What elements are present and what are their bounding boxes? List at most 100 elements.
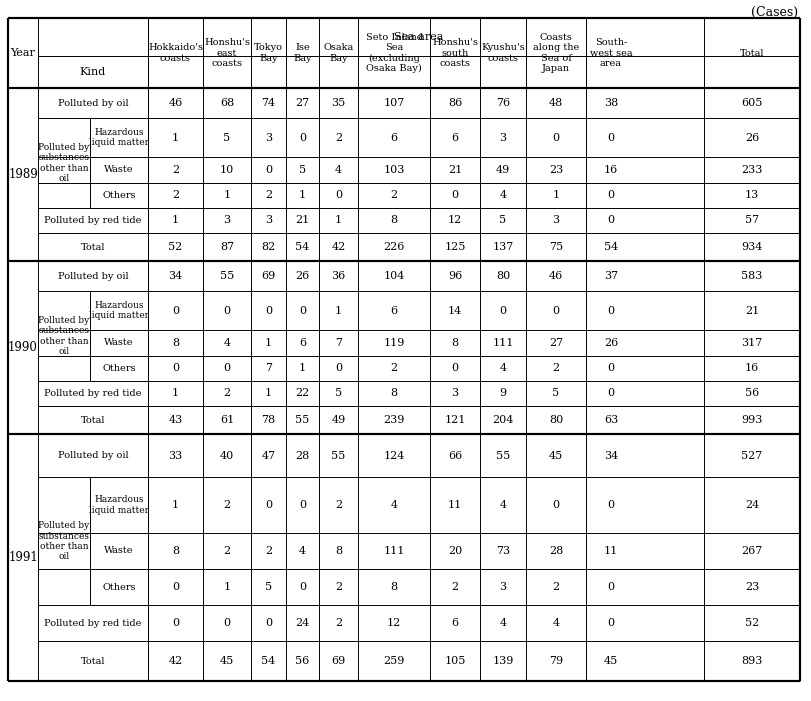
Text: 73: 73	[496, 546, 510, 556]
Text: 1991: 1991	[8, 551, 38, 564]
Text: 4: 4	[224, 338, 230, 348]
Text: 42: 42	[332, 242, 345, 252]
Text: 1: 1	[265, 388, 272, 398]
Text: 0: 0	[299, 582, 306, 592]
Text: Waste: Waste	[105, 339, 134, 348]
Text: 22: 22	[295, 388, 310, 398]
Text: 6: 6	[390, 306, 397, 315]
Text: 1989: 1989	[8, 168, 38, 181]
Text: 104: 104	[384, 271, 405, 281]
Text: 3: 3	[500, 132, 507, 143]
Text: 28: 28	[295, 451, 310, 461]
Text: 20: 20	[448, 546, 462, 556]
Text: 105: 105	[444, 656, 466, 666]
Text: 45: 45	[604, 656, 618, 666]
Text: 21: 21	[295, 215, 310, 226]
Text: Total: Total	[81, 416, 105, 425]
Text: Polluted by
substances
other than
oil: Polluted by substances other than oil	[38, 143, 90, 183]
Text: 0: 0	[552, 500, 560, 510]
Text: 125: 125	[444, 242, 466, 252]
Text: 0: 0	[172, 306, 179, 315]
Text: 204: 204	[492, 415, 513, 425]
Text: 76: 76	[496, 98, 510, 108]
Text: 2: 2	[452, 582, 458, 592]
Text: 3: 3	[224, 215, 230, 226]
Text: 10: 10	[220, 165, 234, 175]
Text: 12: 12	[448, 215, 462, 226]
Text: 34: 34	[604, 451, 618, 461]
Text: 0: 0	[607, 618, 615, 628]
Text: 993: 993	[741, 415, 762, 425]
Text: 2: 2	[224, 546, 230, 556]
Text: 934: 934	[741, 242, 762, 252]
Text: 35: 35	[332, 98, 345, 108]
Text: 24: 24	[744, 500, 759, 510]
Text: Osaka
Bay: Osaka Bay	[324, 43, 354, 62]
Text: 0: 0	[265, 306, 272, 315]
Text: 6: 6	[452, 132, 458, 143]
Text: 52: 52	[744, 618, 759, 628]
Text: 2: 2	[265, 190, 272, 200]
Text: 2: 2	[335, 500, 342, 510]
Text: 55: 55	[332, 451, 345, 461]
Text: 1: 1	[299, 363, 306, 373]
Text: 9: 9	[500, 388, 507, 398]
Text: 52: 52	[169, 242, 182, 252]
Text: 26: 26	[604, 338, 618, 348]
Text: 2: 2	[172, 165, 179, 175]
Text: 1: 1	[299, 190, 306, 200]
Text: 1: 1	[224, 190, 230, 200]
Text: 48: 48	[549, 98, 563, 108]
Text: 0: 0	[335, 190, 342, 200]
Text: 259: 259	[384, 656, 405, 666]
Text: 8: 8	[390, 388, 397, 398]
Text: 0: 0	[172, 582, 179, 592]
Text: 0: 0	[552, 306, 560, 315]
Text: 68: 68	[220, 98, 234, 108]
Text: 1: 1	[265, 338, 272, 348]
Text: Waste: Waste	[105, 165, 134, 175]
Text: 0: 0	[299, 132, 306, 143]
Text: 11: 11	[604, 546, 618, 556]
Text: 66: 66	[448, 451, 462, 461]
Text: 0: 0	[265, 165, 272, 175]
Text: 5: 5	[265, 582, 272, 592]
Text: 3: 3	[452, 388, 458, 398]
Text: 3: 3	[552, 215, 560, 226]
Text: 33: 33	[169, 451, 182, 461]
Text: 6: 6	[452, 618, 458, 628]
Text: Hazardous
liquid matter: Hazardous liquid matter	[89, 301, 149, 320]
Text: 0: 0	[224, 306, 230, 315]
Text: 0: 0	[607, 582, 615, 592]
Text: 1: 1	[224, 582, 230, 592]
Text: 42: 42	[169, 656, 182, 666]
Text: Honshu's
east
coasts: Honshu's east coasts	[204, 38, 250, 68]
Text: 4: 4	[500, 500, 507, 510]
Text: 2: 2	[265, 546, 272, 556]
Text: 55: 55	[220, 271, 234, 281]
Text: 55: 55	[496, 451, 510, 461]
Text: 7: 7	[335, 338, 342, 348]
Text: 4: 4	[335, 165, 342, 175]
Text: 5: 5	[335, 388, 342, 398]
Text: 121: 121	[444, 415, 466, 425]
Text: Ise
Bay: Ise Bay	[294, 43, 311, 62]
Text: 2: 2	[335, 582, 342, 592]
Text: 2: 2	[335, 618, 342, 628]
Text: 0: 0	[224, 363, 230, 373]
Text: Honshu's
south
coasts: Honshu's south coasts	[432, 38, 478, 68]
Text: 45: 45	[220, 656, 234, 666]
Text: Seto Inland
Sea
(excluding
Osaka Bay): Seto Inland Sea (excluding Osaka Bay)	[366, 33, 423, 73]
Text: Polluted by
substances
other than
oil: Polluted by substances other than oil	[38, 316, 90, 356]
Text: Hazardous
liquid matter: Hazardous liquid matter	[89, 496, 149, 515]
Text: 69: 69	[332, 656, 345, 666]
Text: 63: 63	[604, 415, 618, 425]
Text: (Cases): (Cases)	[751, 6, 798, 19]
Text: 226: 226	[384, 242, 405, 252]
Text: 40: 40	[220, 451, 234, 461]
Text: 0: 0	[224, 618, 230, 628]
Text: 2: 2	[390, 190, 397, 200]
Text: 6: 6	[390, 132, 397, 143]
Text: 5: 5	[500, 215, 507, 226]
Text: 0: 0	[172, 618, 179, 628]
